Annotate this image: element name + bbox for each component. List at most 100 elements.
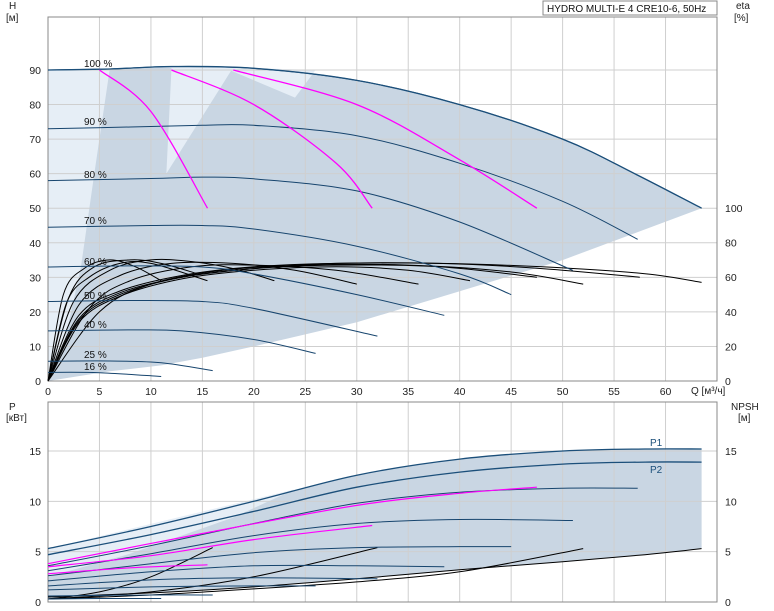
power-y-tick-label: 10 xyxy=(29,496,41,508)
power-envelope-light-zone xyxy=(48,489,296,577)
head-envelope-light-band-1 xyxy=(166,67,234,174)
head-envelope-low-speed-zone xyxy=(48,68,110,382)
power-plot-frame xyxy=(47,401,718,603)
x-tick-label: 0 xyxy=(45,386,51,398)
power-y-tick-label: 0 xyxy=(35,597,41,609)
speed-label: 60 % xyxy=(84,257,107,268)
x-tick-label: 15 xyxy=(197,386,209,398)
speed-curve xyxy=(47,265,445,316)
speed-curve xyxy=(47,123,638,240)
power-curve xyxy=(47,564,445,582)
y-tick-label: 40 xyxy=(29,238,41,250)
efficiency-curve xyxy=(47,260,208,382)
x-tick-label: 50 xyxy=(557,386,569,398)
efficiency-curve xyxy=(47,261,357,382)
power-curve xyxy=(47,518,573,572)
speed-curve xyxy=(47,299,378,337)
y2-tick-label: 80 xyxy=(725,238,737,250)
x-tick-label: 20 xyxy=(248,386,260,398)
power-curve xyxy=(47,594,213,597)
y2-tick-label: 0 xyxy=(725,376,731,388)
power-series-p2 xyxy=(47,461,702,556)
x-tick-label: 5 xyxy=(97,386,103,398)
head-envelope-light-band-2 xyxy=(222,67,316,98)
power-curve xyxy=(47,597,162,600)
y-axis-unit-p: [кВт] xyxy=(6,413,27,424)
power-series-p1 xyxy=(47,448,702,550)
speed-label: 80 % xyxy=(84,170,107,181)
power-curve xyxy=(47,585,316,591)
power-curve xyxy=(47,577,378,587)
npsh-curve xyxy=(47,547,378,600)
power-plot-area: 0 5 10 15 0 5 10 15 xyxy=(29,401,737,609)
y2-axis-label-eta: eta xyxy=(736,1,750,12)
y-tick-label: 30 xyxy=(29,272,41,284)
npsh-y-tick-label: 0 xyxy=(725,597,731,609)
y-tick-label: 0 xyxy=(35,376,41,388)
limit-power-curve xyxy=(47,564,208,575)
head-plot-area: 100 % 90 % 80 % 70 % 60 % 50 % 40 % 25 %16 % 5 10… xyxy=(29,16,743,398)
speed-label: 100 % xyxy=(84,59,112,70)
speed-label: 50 % xyxy=(84,291,107,302)
speed-curve xyxy=(47,360,213,372)
npsh-y-tick-label: 5 xyxy=(725,547,731,559)
y-tick-label: 70 xyxy=(29,134,41,146)
y2-axis-label-npsh: NPSH xyxy=(731,402,759,413)
speed-label: 90 % xyxy=(84,117,107,128)
speed-curve xyxy=(47,176,574,271)
x-tick-label: 10 xyxy=(145,386,157,398)
x-tick-label: 55 xyxy=(608,386,620,398)
x-tick-label: 60 xyxy=(660,386,672,398)
limit-curve xyxy=(171,69,373,209)
legend-p2: P2 xyxy=(650,465,663,476)
limit-power-curve xyxy=(47,486,537,565)
npsh-y-tick-label: 10 xyxy=(725,496,737,508)
chart-title-box: HYDRO MULTI-E 4 CRE10-6, 50Hz xyxy=(542,0,718,16)
limit-curve xyxy=(233,69,538,209)
power-curve xyxy=(47,546,512,577)
speed-curve xyxy=(47,371,162,377)
x-tick-label: 40 xyxy=(454,386,466,398)
speed-label: 70 % xyxy=(84,216,107,227)
npsh-y-tick-label: 15 xyxy=(725,446,737,458)
x-tick-label: 25 xyxy=(299,386,311,398)
power-curve xyxy=(47,487,638,567)
y-axis-label-h: H xyxy=(9,1,16,12)
efficiency-curve xyxy=(47,259,162,382)
limit-curve xyxy=(99,69,209,209)
legend-p1: P1 xyxy=(650,438,663,449)
y-tick-label: 60 xyxy=(29,169,41,181)
power-y-tick-label: 15 xyxy=(29,446,41,458)
y2-axis-unit-eta: [%] xyxy=(734,13,749,24)
y-tick-label: 80 xyxy=(29,100,41,112)
y-tick-label: 90 xyxy=(29,65,41,77)
limit-power-curve xyxy=(47,524,373,568)
speed-curve xyxy=(47,329,316,354)
speed-label: 40 % xyxy=(84,320,107,331)
x-axis-label-q: Q [м³/ч] xyxy=(691,386,726,397)
speed-label: 16 % xyxy=(84,362,107,373)
y-tick-label: 10 xyxy=(29,341,41,353)
y-axis-label-p: P xyxy=(9,402,16,413)
speed-curve xyxy=(47,224,512,296)
y2-tick-label: 100 xyxy=(725,203,743,215)
y2-tick-label: 40 xyxy=(725,307,737,319)
x-tick-label: 30 xyxy=(351,386,363,398)
y2-tick-label: 60 xyxy=(725,272,737,284)
y-axis-unit-h: [м] xyxy=(6,13,19,24)
efficiency-curve xyxy=(47,266,471,382)
y2-tick-label: 20 xyxy=(725,341,737,353)
y-tick-label: 50 xyxy=(29,203,41,215)
head-plot-frame xyxy=(47,16,718,382)
x-tick-label: 35 xyxy=(402,386,414,398)
power-operating-envelope xyxy=(48,448,702,599)
npsh-curve xyxy=(47,548,702,598)
y-tick-label: 20 xyxy=(29,307,41,319)
chart-title: HYDRO MULTI-E 4 CRE10-6, 50Hz xyxy=(547,4,706,15)
y2-axis-unit-npsh: [м] xyxy=(738,413,751,424)
x-tick-label: 45 xyxy=(505,386,517,398)
power-y-tick-label: 5 xyxy=(35,547,41,559)
speed-label: 25 % xyxy=(84,350,107,361)
envelope-max-curve xyxy=(47,65,702,209)
